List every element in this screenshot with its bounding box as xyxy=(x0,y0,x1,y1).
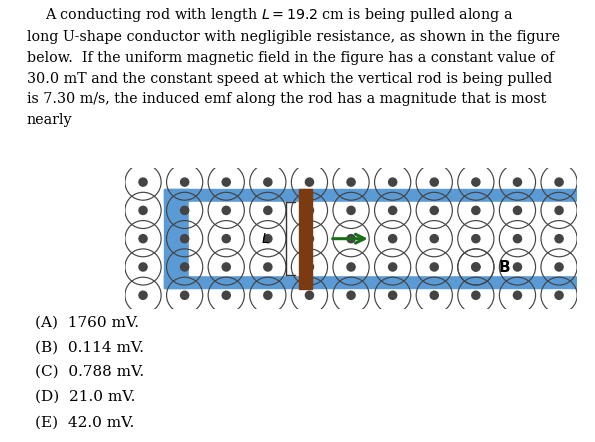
Ellipse shape xyxy=(430,235,439,243)
Bar xyxy=(299,189,312,289)
Ellipse shape xyxy=(180,235,189,243)
Text: (C)  0.788 mV.: (C) 0.788 mV. xyxy=(35,365,144,379)
Ellipse shape xyxy=(180,291,189,299)
Ellipse shape xyxy=(347,235,355,243)
Ellipse shape xyxy=(264,263,272,271)
Ellipse shape xyxy=(430,263,439,271)
Text: A conducting rod with length $L = 19.2$ cm is being pulled along a
long U-shape : A conducting rod with length $L = 19.2$ … xyxy=(27,6,560,127)
Ellipse shape xyxy=(472,263,480,271)
Ellipse shape xyxy=(513,235,522,243)
Ellipse shape xyxy=(222,263,230,271)
Ellipse shape xyxy=(472,178,480,186)
Text: (E)  42.0 mV.: (E) 42.0 mV. xyxy=(35,416,134,430)
Ellipse shape xyxy=(555,206,563,214)
Ellipse shape xyxy=(555,263,563,271)
Ellipse shape xyxy=(430,178,439,186)
Ellipse shape xyxy=(305,263,314,271)
Ellipse shape xyxy=(347,206,355,214)
Text: (D)  21.0 mV.: (D) 21.0 mV. xyxy=(35,390,135,404)
Ellipse shape xyxy=(555,178,563,186)
Ellipse shape xyxy=(180,206,189,214)
Ellipse shape xyxy=(513,291,522,299)
Ellipse shape xyxy=(264,206,272,214)
Ellipse shape xyxy=(139,263,147,271)
Ellipse shape xyxy=(222,235,230,243)
Ellipse shape xyxy=(222,291,230,299)
Ellipse shape xyxy=(180,263,189,271)
Ellipse shape xyxy=(389,263,397,271)
Ellipse shape xyxy=(305,206,314,214)
Ellipse shape xyxy=(180,178,189,186)
Ellipse shape xyxy=(513,178,522,186)
Ellipse shape xyxy=(264,178,272,186)
Ellipse shape xyxy=(305,291,314,299)
Ellipse shape xyxy=(430,291,439,299)
Ellipse shape xyxy=(347,263,355,271)
Ellipse shape xyxy=(389,235,397,243)
Text: $L$: $L$ xyxy=(261,232,270,246)
Bar xyxy=(189,202,580,275)
Ellipse shape xyxy=(305,178,314,186)
Ellipse shape xyxy=(555,291,563,299)
Ellipse shape xyxy=(222,206,230,214)
Ellipse shape xyxy=(472,291,480,299)
Ellipse shape xyxy=(347,291,355,299)
Ellipse shape xyxy=(389,291,397,299)
Ellipse shape xyxy=(555,235,563,243)
Ellipse shape xyxy=(139,178,147,186)
Ellipse shape xyxy=(139,291,147,299)
Ellipse shape xyxy=(472,263,480,271)
Ellipse shape xyxy=(347,178,355,186)
Text: $\mathbf{B}$: $\mathbf{B}$ xyxy=(499,259,511,275)
Ellipse shape xyxy=(389,206,397,214)
Ellipse shape xyxy=(430,206,439,214)
Ellipse shape xyxy=(222,178,230,186)
Bar xyxy=(164,275,580,288)
Text: (A)  1760 mV.: (A) 1760 mV. xyxy=(35,316,139,330)
Bar xyxy=(164,190,189,288)
Ellipse shape xyxy=(264,235,272,243)
Ellipse shape xyxy=(389,178,397,186)
Ellipse shape xyxy=(264,291,272,299)
Ellipse shape xyxy=(305,235,314,243)
Bar xyxy=(164,190,580,202)
Ellipse shape xyxy=(472,206,480,214)
Ellipse shape xyxy=(472,235,480,243)
Ellipse shape xyxy=(139,235,147,243)
Ellipse shape xyxy=(139,206,147,214)
Text: (B)  0.114 mV.: (B) 0.114 mV. xyxy=(35,340,144,354)
Ellipse shape xyxy=(513,263,522,271)
Ellipse shape xyxy=(513,206,522,214)
